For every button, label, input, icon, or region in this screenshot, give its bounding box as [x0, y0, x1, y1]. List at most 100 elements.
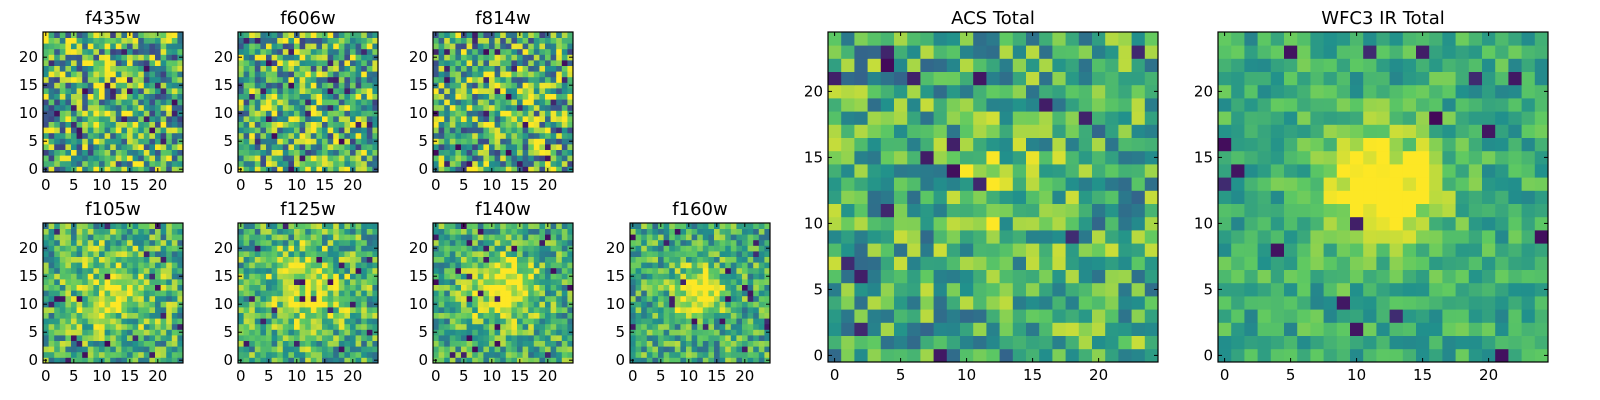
heatmap-cell	[466, 32, 473, 38]
heatmap-cell	[539, 346, 546, 353]
heatmap-cell	[82, 307, 89, 313]
heatmap-cell	[483, 262, 490, 269]
heatmap-cell	[65, 43, 72, 50]
heatmap-cell	[65, 166, 72, 173]
heatmap-cell	[271, 43, 278, 50]
heatmap-cell	[500, 335, 507, 341]
heatmap-cell	[299, 121, 306, 128]
heatmap-cell	[444, 37, 451, 44]
heatmap-cell	[489, 43, 495, 50]
heatmap-cell	[127, 323, 133, 330]
heatmap-cell	[171, 239, 178, 246]
heatmap-cell	[686, 318, 692, 325]
heatmap-cell	[522, 335, 529, 341]
heatmap-cell	[177, 307, 184, 313]
heatmap-cell	[149, 116, 156, 122]
heatmap-cell	[1039, 282, 1053, 297]
heatmap-cell	[99, 228, 105, 235]
heatmap-cell	[550, 71, 557, 78]
heatmap-cell	[438, 279, 445, 285]
heatmap-cell	[550, 357, 557, 364]
heatmap-cell	[260, 121, 267, 128]
heatmap-cell	[663, 228, 670, 235]
heatmap-cell	[505, 245, 512, 252]
heatmap-cell	[736, 223, 743, 229]
heatmap-cell	[477, 228, 484, 235]
heatmap-cell	[561, 239, 568, 246]
heatmap-cell	[138, 245, 145, 252]
heatmap-cell	[1078, 296, 1093, 310]
heatmap-cell	[652, 251, 659, 257]
heatmap-cell	[697, 357, 704, 364]
heatmap-cell	[338, 273, 345, 280]
heatmap-cell	[635, 357, 642, 364]
heatmap-cell	[282, 284, 289, 291]
heatmap-cell	[1131, 216, 1146, 231]
heatmap-cell	[361, 251, 368, 257]
heatmap-cell	[71, 149, 77, 156]
heatmap-cell	[243, 318, 250, 325]
heatmap-cell	[477, 262, 484, 269]
heatmap-cell	[310, 267, 317, 274]
heatmap-cell	[539, 340, 546, 347]
heatmap-cell	[99, 160, 105, 167]
heatmap-cell	[177, 234, 184, 241]
heatmap-cell	[327, 60, 334, 66]
heatmap-cell	[545, 335, 551, 341]
heatmap-cell	[433, 262, 439, 269]
heatmap-cell	[115, 48, 122, 55]
heatmap-cell	[71, 60, 77, 66]
heatmap-cell	[260, 160, 267, 167]
y-tick-label: 15	[214, 267, 233, 285]
heatmap-cell	[87, 256, 94, 263]
heatmap-cell	[1065, 243, 1080, 257]
heatmap-cell	[166, 121, 173, 128]
heatmap-cell	[489, 251, 495, 257]
heatmap-cell	[500, 37, 507, 44]
heatmap-cell	[249, 71, 256, 78]
x-tick-label: 10	[482, 176, 501, 194]
heatmap-cell	[305, 251, 312, 257]
heatmap-cell	[177, 127, 184, 134]
heatmap-cell	[43, 340, 49, 347]
heatmap-cell	[725, 346, 732, 353]
heatmap-cell	[933, 322, 948, 336]
heatmap-cell	[82, 284, 89, 291]
heatmap-cell	[533, 279, 540, 285]
heatmap-cell	[880, 230, 895, 244]
heatmap-cell	[282, 323, 289, 330]
heatmap-cell	[999, 256, 1014, 270]
heatmap-cell	[121, 127, 128, 134]
heatmap-cell	[271, 251, 278, 257]
heatmap-cell	[517, 160, 523, 167]
heatmap-cell	[894, 309, 908, 323]
heatmap-cell	[1118, 269, 1132, 284]
heatmap-cell	[444, 110, 451, 117]
heatmap-cell	[1052, 190, 1066, 204]
heatmap-cell	[907, 190, 921, 204]
heatmap-cell	[691, 357, 698, 364]
heatmap-cell	[104, 262, 111, 269]
heatmap-cell	[338, 335, 345, 341]
heatmap-cell	[305, 48, 312, 55]
heatmap-cell	[742, 290, 748, 297]
heatmap-cell	[110, 284, 117, 291]
heatmap-cell	[635, 335, 642, 341]
heatmap-cell	[630, 323, 636, 330]
heatmap-cell	[282, 104, 289, 111]
heatmap-cell	[54, 138, 61, 145]
heatmap-cell	[322, 48, 328, 55]
heatmap-cell	[500, 110, 507, 117]
heatmap-cell	[294, 132, 300, 139]
heatmap-cell	[127, 155, 133, 162]
heatmap-cell	[361, 284, 368, 291]
heatmap-cell	[366, 144, 373, 150]
heatmap-cell	[104, 290, 111, 297]
heatmap-cell	[1105, 335, 1119, 350]
heatmap-cell	[366, 82, 373, 89]
heatmap-cell	[322, 37, 328, 44]
heatmap-cell	[444, 267, 451, 274]
heatmap-cell	[344, 267, 351, 274]
heatmap-cell	[517, 71, 523, 78]
